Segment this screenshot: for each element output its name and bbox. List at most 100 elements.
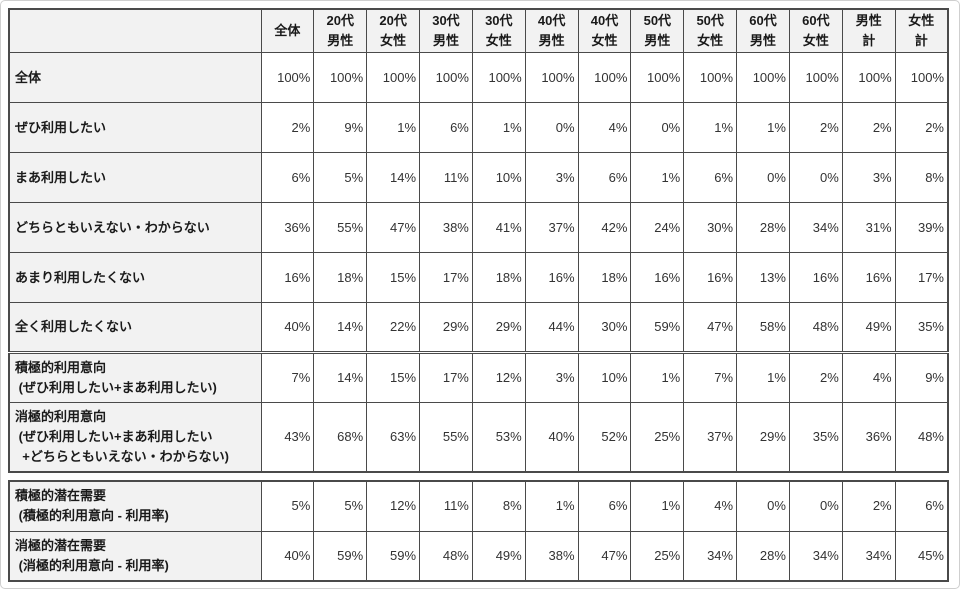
data-cell: 39% xyxy=(894,202,949,253)
data-cell: 5% xyxy=(260,480,315,532)
data-cell: 35% xyxy=(788,402,843,473)
table-header-row: 全体 20代 男性 20代 女性 30代 男性 30代 女性 40代 男性 40代 女性 50… xyxy=(8,8,949,53)
column-header: 50代 男性 xyxy=(630,8,685,53)
data-cell: 16% xyxy=(683,252,738,303)
data-cell: 16% xyxy=(524,252,579,303)
data-cell: 4% xyxy=(841,351,896,403)
data-cell: 49% xyxy=(471,530,526,582)
data-cell: 0% xyxy=(630,102,685,153)
data-cell: 42% xyxy=(577,202,632,253)
data-cell: 48% xyxy=(419,530,473,582)
table-header: 全体 20代 男性 20代 女性 30代 男性 30代 女性 40代 男性 40代 女性 50… xyxy=(8,8,949,53)
data-cell: 2% xyxy=(841,102,896,153)
data-cell: 6% xyxy=(577,480,632,532)
data-cell: 55% xyxy=(419,402,473,473)
data-cell: 100% xyxy=(577,52,632,103)
data-cell: 52% xyxy=(577,402,632,473)
data-cell: 9% xyxy=(313,102,368,153)
data-cell: 0% xyxy=(736,152,790,203)
data-cell: 1% xyxy=(736,102,790,153)
data-cell: 100% xyxy=(630,52,685,103)
table-row: 全く利用したくない 40% 14% 22% 29% 29% 44% 30% 59% 47% 58% 4… xyxy=(8,302,949,353)
data-cell: 15% xyxy=(366,351,421,403)
data-cell: 36% xyxy=(841,402,896,473)
data-cell: 53% xyxy=(471,402,526,473)
data-cell: 100% xyxy=(471,52,526,103)
row-label: 積極的利用意向 (ぜひ利用したい+まあ利用したい) xyxy=(8,351,262,403)
latent-demand-table: 積極的潜在需要 (積極的利用意向 - 利用率) 5% 5% 12% 11% 8% 1% 6% 1… xyxy=(8,480,949,582)
data-cell: 44% xyxy=(524,302,579,353)
data-cell: 100% xyxy=(419,52,473,103)
column-header: 40代 女性 xyxy=(577,8,632,53)
table-row: どちらともいえない・わからない 36% 55% 47% 38% 41% 37% 42% 24% 3… xyxy=(8,202,949,253)
data-cell: 6% xyxy=(894,480,949,532)
column-header: 60代 男性 xyxy=(736,8,790,53)
table-row: ぜひ利用したい 2% 9% 1% 6% 1% 0% 4% 0% 1% 1% 2% 2% 2% xyxy=(8,102,949,153)
data-cell: 15% xyxy=(366,252,421,303)
data-cell: 16% xyxy=(788,252,843,303)
data-cell: 34% xyxy=(788,530,843,582)
data-cell: 7% xyxy=(683,351,738,403)
data-cell: 100% xyxy=(841,52,896,103)
row-label: 積極的潜在需要 (積極的利用意向 - 利用率) xyxy=(8,480,262,532)
corner-cell xyxy=(8,8,262,53)
data-cell: 17% xyxy=(419,252,473,303)
column-header: 全体 xyxy=(260,8,315,53)
data-cell: 28% xyxy=(736,202,790,253)
data-cell: 12% xyxy=(471,351,526,403)
data-cell: 68% xyxy=(313,402,368,473)
data-cell: 1% xyxy=(524,480,579,532)
data-cell: 1% xyxy=(630,351,685,403)
data-cell: 6% xyxy=(260,152,315,203)
data-cell: 38% xyxy=(524,530,579,582)
data-cell: 100% xyxy=(524,52,579,103)
column-header: 20代 女性 xyxy=(366,8,421,53)
data-cell: 48% xyxy=(788,302,843,353)
table-row: 積極的利用意向 (ぜひ利用したい+まあ利用したい) 7% 14% 15% 17% 12% 3… xyxy=(8,351,949,403)
data-cell: 13% xyxy=(736,252,790,303)
data-cell: 1% xyxy=(630,152,685,203)
data-cell: 100% xyxy=(788,52,843,103)
data-cell: 30% xyxy=(577,302,632,353)
data-cell: 1% xyxy=(471,102,526,153)
data-cell: 1% xyxy=(683,102,738,153)
data-cell: 16% xyxy=(630,252,685,303)
data-cell: 8% xyxy=(894,152,949,203)
data-cell: 1% xyxy=(366,102,421,153)
data-cell: 0% xyxy=(788,152,843,203)
data-cell: 9% xyxy=(894,351,949,403)
data-cell: 34% xyxy=(841,530,896,582)
row-label: あまり利用したくない xyxy=(8,252,262,303)
data-cell: 10% xyxy=(471,152,526,203)
data-cell: 28% xyxy=(736,530,790,582)
data-cell: 11% xyxy=(419,480,473,532)
data-cell: 7% xyxy=(260,351,315,403)
data-cell: 37% xyxy=(524,202,579,253)
data-cell: 36% xyxy=(260,202,315,253)
data-cell: 6% xyxy=(577,152,632,203)
data-cell: 63% xyxy=(366,402,421,473)
data-cell: 2% xyxy=(841,480,896,532)
row-label: 全体 xyxy=(8,52,262,103)
data-cell: 29% xyxy=(471,302,526,353)
data-cell: 18% xyxy=(313,252,368,303)
data-cell: 47% xyxy=(366,202,421,253)
table-row: 消極的利用意向 (ぜひ利用したい+まあ利用したい +どちらともいえない・わからな… xyxy=(8,402,949,473)
data-cell: 6% xyxy=(683,152,738,203)
table-row: 消極的潜在需要 (消極的利用意向 - 利用率) 40% 59% 59% 48% 49% 38… xyxy=(8,530,949,582)
data-cell: 5% xyxy=(313,480,368,532)
row-label: ぜひ利用したい xyxy=(8,102,262,153)
data-cell: 0% xyxy=(736,480,790,532)
data-cell: 8% xyxy=(471,480,526,532)
data-cell: 100% xyxy=(894,52,949,103)
data-cell: 5% xyxy=(313,152,368,203)
table-row: まあ利用したい 6% 5% 14% 11% 10% 3% 6% 1% 6% 0% 0% 3% 8% xyxy=(8,152,949,203)
data-cell: 34% xyxy=(683,530,738,582)
data-cell: 59% xyxy=(630,302,685,353)
data-cell: 40% xyxy=(260,302,315,353)
column-header: 30代 女性 xyxy=(471,8,526,53)
data-cell: 2% xyxy=(894,102,949,153)
table-row: 全体 100% 100% 100% 100% 100% 100% 100% 100% 100% 10… xyxy=(8,52,949,103)
data-cell: 30% xyxy=(683,202,738,253)
data-cell: 0% xyxy=(524,102,579,153)
